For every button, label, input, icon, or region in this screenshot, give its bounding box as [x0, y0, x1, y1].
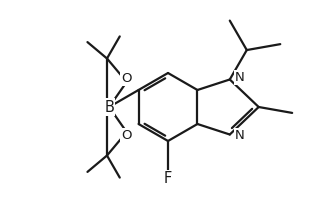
Text: N: N: [235, 129, 245, 142]
Text: F: F: [164, 171, 172, 186]
Text: B: B: [104, 99, 114, 114]
Text: O: O: [121, 128, 132, 141]
Text: N: N: [235, 71, 245, 84]
Text: O: O: [121, 72, 132, 85]
